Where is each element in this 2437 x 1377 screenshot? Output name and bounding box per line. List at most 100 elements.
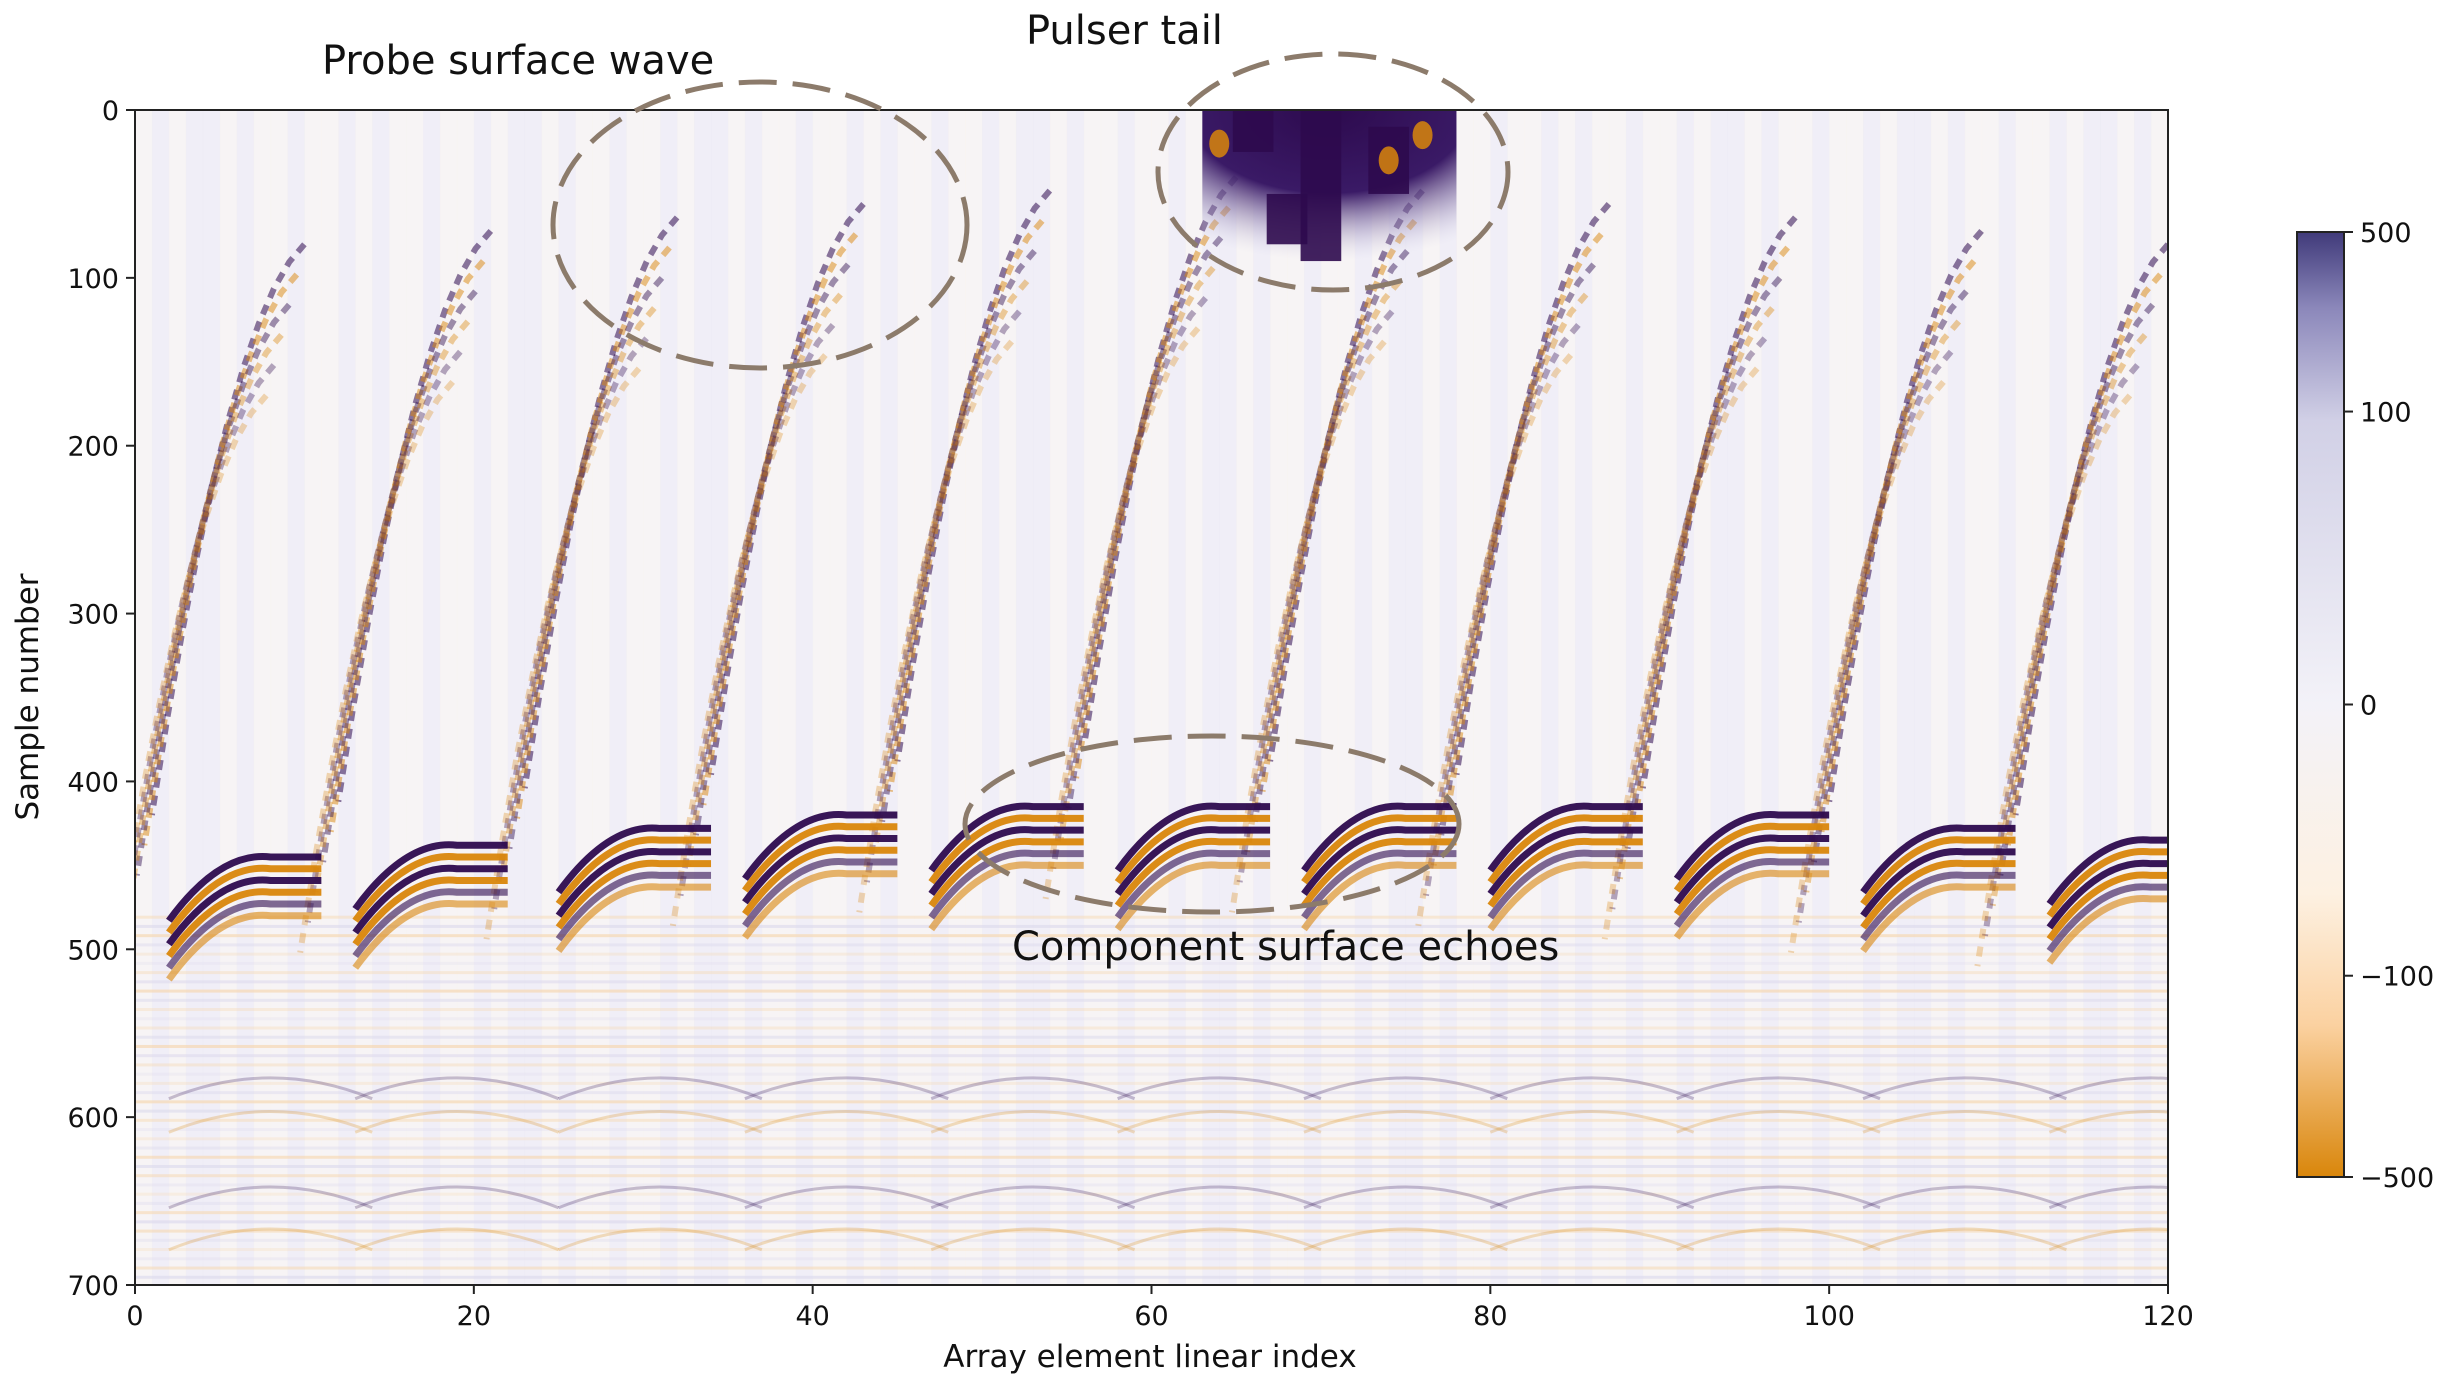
- reverb-stripe: [135, 1201, 2168, 1205]
- element-column: [1608, 110, 1627, 1285]
- reverb-stripe: [135, 1146, 2168, 1150]
- surface-echo-arc: [555, 883, 712, 954]
- reverb-arc: [1303, 1076, 1508, 1101]
- probe-surface-wave-band: [327, 259, 486, 833]
- element-column: [439, 110, 458, 1285]
- colorbar-tick-label: 0: [2360, 691, 2377, 722]
- probe-surface-wave-band: [1229, 339, 1387, 913]
- reverb-arc: [1862, 1110, 2067, 1134]
- reverb-arc: [354, 1076, 560, 1101]
- element-column: [1134, 110, 1152, 1285]
- reverb-stripe: [135, 1229, 2168, 1233]
- probe-surface-wave-band: [135, 332, 284, 888]
- reverb-stripe: [135, 1072, 2168, 1076]
- reverb-stripe: [135, 1044, 2168, 1048]
- pulser-tail-ellipse: [1155, 51, 1511, 293]
- element-column: [1795, 110, 1813, 1285]
- reverb-stripe: [135, 1109, 2168, 1113]
- y-tick-label: 0: [102, 96, 119, 127]
- pulser-tail-spot: [1378, 146, 1399, 175]
- probe-surface-wave-band: [135, 363, 277, 870]
- element-column: [1422, 110, 1441, 1285]
- element-column: [1812, 110, 1830, 1285]
- reverb-stripe: [135, 1091, 2168, 1095]
- element-column: [1947, 110, 1966, 1285]
- element-column: [948, 110, 966, 1285]
- element-column: [677, 110, 695, 1285]
- probe-surface-wave-band: [1430, 292, 1589, 866]
- element-column: [575, 110, 593, 1285]
- probe-surface-wave-band: [1445, 232, 1604, 806]
- reverb-arc: [354, 1227, 560, 1252]
- reverb-arc: [930, 1110, 1136, 1134]
- reverb-stripe: [135, 943, 2168, 947]
- probe-surface-wave-band: [894, 188, 1053, 762]
- reverb-stripe: [135, 989, 2168, 993]
- surface-echo-arc: [352, 899, 508, 970]
- element-column: [1524, 110, 1542, 1285]
- probe-surface-wave-band: [1438, 262, 1596, 836]
- surface-echo-arc: [352, 888, 508, 959]
- probe-surface-wave-band: [692, 262, 851, 836]
- surface-echo-arc: [1860, 859, 2016, 930]
- surface-echo-arc: [1673, 869, 1830, 940]
- reverb-arc: [744, 1076, 949, 1101]
- element-column: [965, 110, 983, 1285]
- element-column: [1676, 110, 1695, 1285]
- probe-surface-wave-band: [1616, 306, 1775, 880]
- element-column: [778, 110, 797, 1285]
- probe-surface-wave-band: [521, 215, 680, 789]
- element-column: [541, 110, 560, 1285]
- reverb-arc: [168, 1076, 373, 1101]
- probe-surface-wave-band: [514, 245, 672, 819]
- reverb-stripe: [135, 1174, 2168, 1178]
- element-column: [1303, 110, 1322, 1285]
- surface-echo-arc: [352, 852, 508, 923]
- surface-echo-arc: [555, 836, 712, 907]
- reverb-stripe: [135, 1054, 2168, 1058]
- reverb-arc: [1862, 1185, 2067, 1210]
- surface-echo-arc: [555, 859, 712, 930]
- reverb-arc: [1489, 1227, 1695, 1252]
- probe-surface-wave-band: [1795, 349, 1954, 923]
- surface-echo-arc: [166, 888, 322, 959]
- element-column: [1439, 110, 1457, 1285]
- element-column: [1625, 110, 1644, 1285]
- element-column: [914, 110, 932, 1285]
- element-column: [507, 110, 526, 1285]
- probe-surface-wave-band: [1042, 326, 1201, 900]
- annotation-pulser-tail: Pulser tail: [1026, 8, 1223, 54]
- surface-echo-arc: [1301, 861, 1457, 932]
- probe-surface-wave-band: [708, 202, 866, 776]
- annotation-component-surface-echoes: Component surface echoes: [1012, 924, 1559, 970]
- surface-echo-arc: [1673, 858, 1830, 928]
- probe-surface-wave-band: [669, 353, 828, 927]
- reverb-stripe: [135, 952, 2168, 956]
- surface-echo-arc: [1301, 802, 1457, 873]
- reverb-arc: [1489, 1185, 1695, 1210]
- probe-surface-wave-band: [1982, 363, 2140, 937]
- reverb-arc: [1676, 1185, 1881, 1210]
- probe-surface-wave-band: [320, 289, 478, 863]
- element-column: [1998, 110, 2017, 1285]
- reverb-stripe: [135, 1128, 2168, 1132]
- element-column: [185, 110, 204, 1285]
- element-column: [1405, 110, 1424, 1285]
- probe-surface-wave-band: [2004, 272, 2163, 846]
- surface-echo-arc: [742, 846, 898, 917]
- element-column: [2151, 110, 2168, 1285]
- surface-echo-arc: [1860, 847, 2016, 918]
- reverb-arc: [354, 1185, 560, 1210]
- reverb-arc: [557, 1110, 763, 1134]
- probe-surface-wave-band: [1065, 235, 1224, 809]
- surface-echo-arc: [742, 858, 898, 928]
- surface-echo-arc: [928, 837, 1084, 908]
- reverb-stripe: [135, 1183, 2168, 1187]
- probe-surface-wave-band: [297, 379, 455, 954]
- reverb-stripe: [135, 961, 2168, 965]
- surface-echo-arc: [2046, 883, 2168, 954]
- probe-surface-wave-band: [1826, 228, 1984, 803]
- surface-echo-arc: [555, 871, 712, 942]
- surface-echo-arc: [352, 841, 508, 912]
- probe-surface-wave-band: [871, 279, 1030, 853]
